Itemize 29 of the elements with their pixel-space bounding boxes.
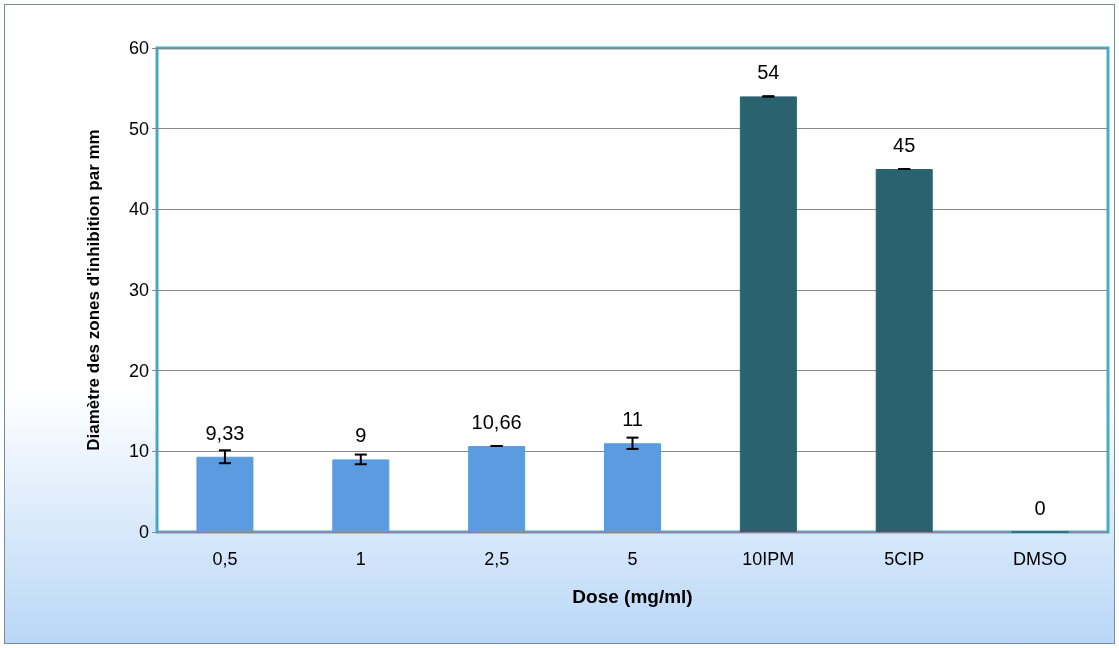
- y-tick-label: 50: [128, 118, 149, 139]
- bar: [739, 96, 797, 532]
- x-tick-label: 0,5: [212, 549, 238, 569]
- data-label: 9,33: [205, 421, 245, 444]
- data-label: 11: [622, 408, 643, 431]
- bar: [604, 443, 661, 532]
- x-tick-label: 2,5: [484, 549, 510, 569]
- y-tick-label: 30: [128, 280, 149, 300]
- x-tick-label: 1: [355, 549, 366, 569]
- y-axis-title: Diamètre des zones d'inhibition par mm: [84, 129, 103, 451]
- bar: [875, 169, 933, 532]
- bar: [196, 456, 254, 532]
- data-label: 9: [355, 424, 367, 447]
- x-tick-label: 5: [627, 549, 638, 569]
- y-tick-label: 20: [128, 360, 149, 381]
- data-label: 0: [1034, 496, 1046, 519]
- bar: [332, 459, 390, 532]
- y-tick-label: 60: [128, 38, 149, 58]
- x-axis-title: Dose (mg/ml): [572, 586, 693, 607]
- y-tick-label: 40: [128, 199, 149, 220]
- x-tick-label: 10IPM: [742, 549, 795, 569]
- x-tick-label: 5CIP: [884, 549, 925, 569]
- data-label: 10,66: [471, 411, 522, 434]
- data-label: 54: [757, 61, 780, 84]
- bar: [468, 446, 526, 532]
- x-tick-label: DMSO: [1013, 549, 1068, 569]
- y-tick-label: 10: [128, 441, 149, 462]
- y-tick-label: 0: [138, 522, 149, 542]
- data-label: 45: [893, 134, 916, 156]
